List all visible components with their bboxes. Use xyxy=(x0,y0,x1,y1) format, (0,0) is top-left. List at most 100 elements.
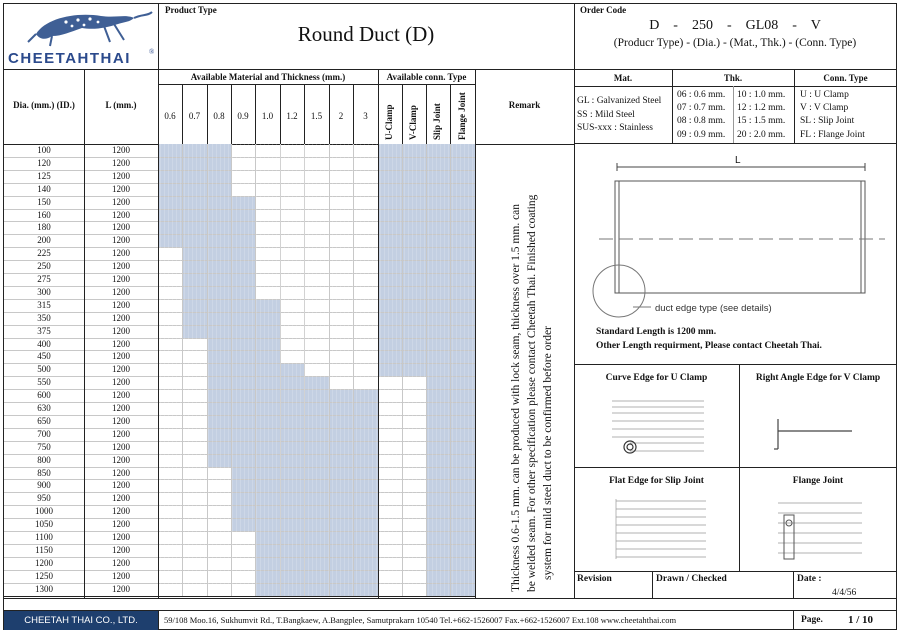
legend-conn-fl: FL : Flange Joint xyxy=(800,129,865,140)
remark-text: Thickness 0.6-1.5 mm. can be produced wi… xyxy=(478,150,572,595)
length-cell: 1200 xyxy=(112,403,130,413)
detail-flange-label: Flange Joint xyxy=(792,476,844,486)
length-cell: 1200 xyxy=(112,299,130,310)
length-cell: 1200 xyxy=(112,454,130,465)
thickness-availability xyxy=(255,543,378,557)
date-label: Date : xyxy=(797,574,822,584)
thickness-header-0: 0.6 xyxy=(164,111,176,121)
length-cell: 1200 xyxy=(112,415,130,426)
drawn-checked-label: Drawn / Checked xyxy=(656,574,727,584)
legend-mat-list: GL : Galvanized Steel SS : Mild Steel SU… xyxy=(577,95,661,136)
brand-name: CHEETAHTHAI xyxy=(8,50,131,67)
length-cell: 1200 xyxy=(112,557,130,568)
dia-cell: 900 xyxy=(37,480,51,491)
length-cell: 1200 xyxy=(112,480,130,491)
thickness-header-1: 0.7 xyxy=(188,111,201,121)
dia-cell: 700 xyxy=(37,428,51,439)
legend-thk-07: 07 : 0.7 mm. xyxy=(677,103,726,114)
page-label: Page. xyxy=(801,615,823,625)
dia-cell: 140 xyxy=(37,183,51,194)
dia-cell: 400 xyxy=(37,338,51,349)
duct-drawing xyxy=(592,163,885,318)
thickness-availability xyxy=(207,389,378,403)
length-cell: 1200 xyxy=(112,325,130,336)
footer-company-name: CHEETAH THAI CO., LTD. xyxy=(24,615,138,626)
length-cell: 1200 xyxy=(112,390,130,401)
remark-line-3: system for mild steel duct to be confirm… xyxy=(542,326,554,580)
legend-thk-10: 10 : 1.0 mm. xyxy=(737,90,786,100)
date-value: 4/4/56 xyxy=(832,588,857,598)
length-cell: 1200 xyxy=(112,364,130,375)
legend-conn-v: V : V Clamp xyxy=(800,103,849,114)
dia-cell: 600 xyxy=(37,390,51,401)
thickness-availability xyxy=(207,337,280,351)
length-cell: 1200 xyxy=(112,544,130,555)
dia-cell: 160 xyxy=(37,209,51,220)
legend-mat-ss: SS : Mild Steel xyxy=(577,109,635,120)
dia-cell: 450 xyxy=(37,351,51,362)
thickness-availability xyxy=(182,247,255,261)
remark-line-1: Thickness 0.6-1.5 mm. can be produced wi… xyxy=(510,203,522,592)
legend-mat-gl: GL : Galvanized Steel xyxy=(577,96,662,106)
conn-header-2: Slip Joint xyxy=(432,103,442,140)
length-cell: 1200 xyxy=(112,532,130,542)
dia-cell: 1200 xyxy=(35,557,53,568)
length-cell: 1200 xyxy=(112,428,130,439)
thickness-header-7: 2 xyxy=(338,111,344,121)
length-cell: 1200 xyxy=(112,183,130,194)
u-clamp-edge-detail xyxy=(612,400,704,454)
legend-mat-header: Mat. xyxy=(613,73,633,83)
slip-joint-edge-detail xyxy=(615,499,706,559)
thickness-availability xyxy=(207,453,378,467)
page-number: 1 / 10 xyxy=(848,614,874,626)
length-cell: 1200 xyxy=(112,286,130,297)
length-cell: 1200 xyxy=(112,570,130,581)
thickness-header-6: 1.5 xyxy=(310,111,323,121)
dia-cell: 850 xyxy=(37,467,51,478)
legend-thk-header: Thk. xyxy=(723,73,743,83)
dia-cell: 1100 xyxy=(35,532,53,542)
dia-cell: 950 xyxy=(37,493,51,504)
remark-header: Remark xyxy=(508,100,541,110)
dia-cell: 1150 xyxy=(35,544,53,555)
dia-header: Dia. (mm.) (ID.) xyxy=(13,100,75,110)
length-cell: 1200 xyxy=(112,235,130,246)
cheetah-icon xyxy=(27,11,153,47)
dia-cell: 1050 xyxy=(35,519,53,530)
legend-thk-15: 15 : 1.5 mm. xyxy=(737,116,786,127)
dia-cell: 200 xyxy=(37,235,51,246)
dia-cell: 1000 xyxy=(35,506,53,517)
thickness-availability xyxy=(207,402,378,416)
length-cell: 1200 xyxy=(112,209,130,220)
thickness-availability xyxy=(255,556,378,570)
v-clamp-edge-detail xyxy=(774,419,852,450)
dia-cell: 350 xyxy=(37,312,51,323)
thickness-header-4: 1.0 xyxy=(261,111,274,121)
legend-conn-sl: SL : Slip Joint xyxy=(800,116,855,127)
legend-thk-09: 09 : 0.9 mm. xyxy=(677,129,726,140)
length-cell: 1200 xyxy=(112,519,130,530)
dia-cell: 150 xyxy=(37,196,51,207)
thickness-availability xyxy=(255,582,378,596)
thickness-availability xyxy=(182,260,255,274)
length-cell: 1200 xyxy=(112,145,130,155)
length-cell: 1200 xyxy=(112,248,130,259)
detail-v-clamp-label: Right Angle Edge for V Clamp xyxy=(755,373,881,383)
length-cell: 1200 xyxy=(112,196,130,207)
dia-cell: 100 xyxy=(37,145,51,155)
length-cell: 1200 xyxy=(112,441,130,452)
dia-cell: 630 xyxy=(37,403,51,413)
thickness-header-3: 0.9 xyxy=(237,111,249,121)
order-code-legend: (Producr Type) - (Dia.) - (Mat., Thk.) -… xyxy=(613,37,857,49)
length-cell: 1200 xyxy=(112,170,130,181)
thickness-availability xyxy=(158,169,231,183)
dia-cell: 120 xyxy=(37,157,51,168)
footer-address: 59/108 Moo.16, Sukhumvit Rd., T.Bangkaew… xyxy=(164,615,677,625)
length-cell: 1200 xyxy=(112,351,130,362)
legend-thk-20: 20 : 2.0 mm. xyxy=(737,129,786,140)
thickness-availability xyxy=(207,350,280,364)
length-cell: 1200 xyxy=(112,583,130,594)
brand-registered-mark: ® xyxy=(149,48,155,56)
thickness-availability xyxy=(158,144,231,158)
dia-cell: 250 xyxy=(37,261,51,272)
